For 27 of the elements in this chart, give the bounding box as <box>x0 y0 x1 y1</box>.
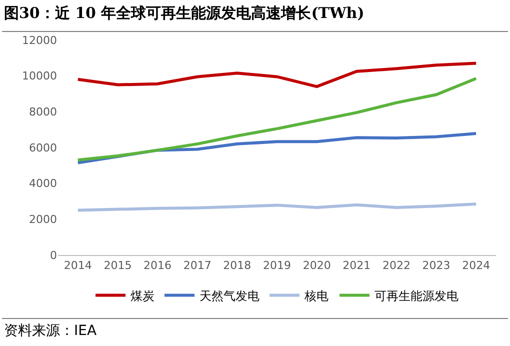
x-tick-label: 2015 <box>104 259 132 272</box>
y-tick-label: 12000 <box>22 34 57 47</box>
legend-label: 煤炭 <box>130 288 154 303</box>
x-tick-label: 2016 <box>144 259 172 272</box>
x-tick-label: 2017 <box>183 259 212 272</box>
legend-label: 可再生能源发电 <box>374 288 458 303</box>
x-tick-label: 2019 <box>263 259 291 272</box>
line-series <box>76 77 478 162</box>
y-tick-label: 2000 <box>29 213 57 226</box>
line-series <box>76 62 478 88</box>
x-tick-label: 2021 <box>342 259 371 272</box>
y-tick-label: 6000 <box>29 141 57 154</box>
x-tick-label: 2014 <box>64 259 92 272</box>
legend-label: 核电 <box>304 288 328 303</box>
y-tick-label: 4000 <box>29 177 57 190</box>
y-tick-label: 10000 <box>22 70 57 83</box>
chart-title: 图30：近 10 年全球可再生能源发电高速增长(TWh) <box>4 4 364 23</box>
x-tick-label: 2023 <box>422 259 450 272</box>
x-tick-label: 2022 <box>382 259 410 272</box>
legend-label: 天然气发电 <box>200 288 260 303</box>
x-tick-label: 2020 <box>302 259 331 272</box>
y-tick-label: 8000 <box>29 106 57 119</box>
line-series <box>76 202 478 212</box>
x-tick-label: 2024 <box>462 259 490 272</box>
y-tick-label: 0 <box>50 248 57 262</box>
x-tick-label: 2018 <box>223 259 252 272</box>
text: 资料来源：IEA <box>4 322 97 340</box>
